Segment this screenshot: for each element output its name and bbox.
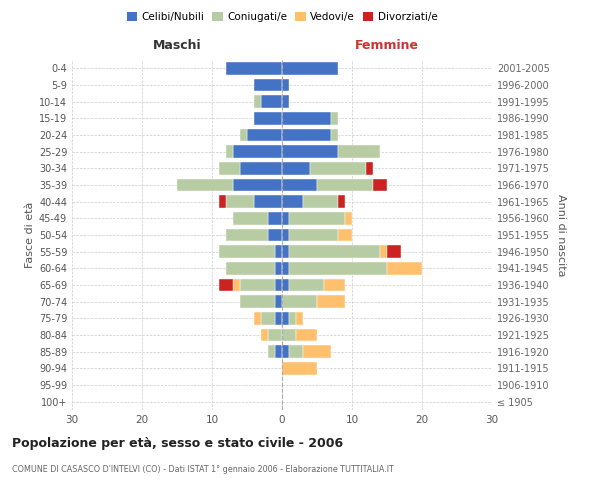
Bar — [275, 279, 282, 291]
Bar — [345, 212, 352, 224]
Bar — [289, 279, 324, 291]
Bar — [282, 212, 289, 224]
Bar — [338, 146, 380, 158]
Bar — [233, 279, 240, 291]
Bar — [282, 162, 310, 174]
Bar — [226, 62, 282, 74]
Bar — [219, 246, 275, 258]
Bar — [289, 312, 296, 324]
Bar — [338, 196, 345, 208]
Bar — [177, 179, 233, 192]
Bar — [240, 129, 247, 141]
Bar — [240, 279, 275, 291]
Bar — [282, 346, 289, 358]
Bar — [387, 262, 422, 274]
Bar — [282, 146, 338, 158]
Bar — [282, 312, 289, 324]
Bar — [226, 196, 254, 208]
Bar — [275, 262, 282, 274]
Bar — [219, 162, 240, 174]
Bar — [303, 346, 331, 358]
Bar — [268, 346, 275, 358]
Bar — [254, 312, 261, 324]
Bar — [275, 312, 282, 324]
Bar — [289, 212, 345, 224]
Bar — [226, 146, 233, 158]
Bar — [254, 79, 282, 92]
Bar — [282, 62, 338, 74]
Bar — [282, 129, 331, 141]
Bar — [331, 112, 338, 124]
Text: Femmine: Femmine — [355, 38, 419, 52]
Bar — [240, 162, 282, 174]
Bar — [268, 329, 282, 341]
Bar — [282, 279, 289, 291]
Bar — [261, 329, 268, 341]
Bar — [282, 262, 289, 274]
Bar — [289, 246, 380, 258]
Bar — [282, 196, 303, 208]
Y-axis label: Anni di nascita: Anni di nascita — [556, 194, 566, 276]
Y-axis label: Fasce di età: Fasce di età — [25, 202, 35, 268]
Bar — [275, 296, 282, 308]
Bar — [303, 196, 338, 208]
Bar — [338, 229, 352, 241]
Bar — [226, 229, 268, 241]
Legend: Celibi/Nubili, Coniugati/e, Vedovi/e, Divorziati/e: Celibi/Nubili, Coniugati/e, Vedovi/e, Di… — [122, 8, 442, 26]
Bar — [261, 312, 275, 324]
Bar — [275, 346, 282, 358]
Bar — [282, 362, 317, 374]
Bar — [254, 196, 282, 208]
Bar — [247, 129, 282, 141]
Bar — [289, 346, 303, 358]
Bar — [387, 246, 401, 258]
Bar — [289, 229, 338, 241]
Bar — [282, 329, 296, 341]
Bar — [275, 246, 282, 258]
Bar — [380, 246, 387, 258]
Bar — [317, 296, 345, 308]
Bar — [219, 196, 226, 208]
Bar — [219, 279, 233, 291]
Bar — [324, 279, 345, 291]
Bar — [331, 129, 338, 141]
Text: COMUNE DI CASASCO D'INTELVI (CO) - Dati ISTAT 1° gennaio 2006 - Elaborazione TUT: COMUNE DI CASASCO D'INTELVI (CO) - Dati … — [12, 466, 394, 474]
Bar — [268, 229, 282, 241]
Bar — [282, 246, 289, 258]
Bar — [282, 296, 317, 308]
Bar — [282, 112, 331, 124]
Bar — [282, 179, 317, 192]
Text: Maschi: Maschi — [152, 38, 202, 52]
Bar — [261, 96, 282, 108]
Bar — [282, 96, 289, 108]
Bar — [233, 212, 268, 224]
Bar — [373, 179, 387, 192]
Bar — [289, 262, 387, 274]
Bar — [310, 162, 366, 174]
Bar — [254, 112, 282, 124]
Bar — [226, 262, 275, 274]
Bar — [233, 179, 282, 192]
Bar — [296, 312, 303, 324]
Bar — [240, 296, 275, 308]
Bar — [317, 179, 373, 192]
Bar — [282, 79, 289, 92]
Bar — [296, 329, 317, 341]
Text: Popolazione per età, sesso e stato civile - 2006: Popolazione per età, sesso e stato civil… — [12, 438, 343, 450]
Bar — [268, 212, 282, 224]
Bar — [282, 229, 289, 241]
Bar — [254, 96, 261, 108]
Bar — [233, 146, 282, 158]
Bar — [366, 162, 373, 174]
